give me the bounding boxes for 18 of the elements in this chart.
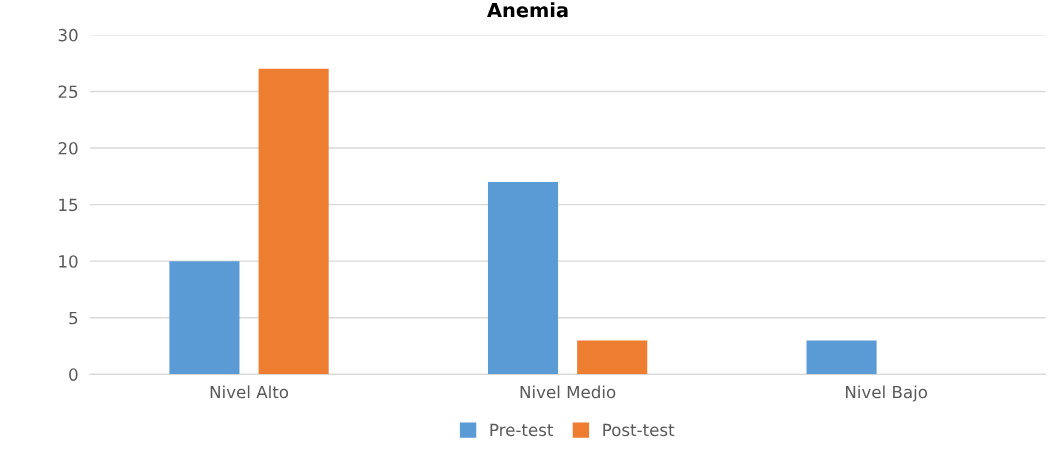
bar [258, 68, 329, 375]
y-tick-label: 30 [58, 28, 78, 42]
bar [169, 261, 240, 375]
y-tick-label: 0 [69, 368, 78, 381]
bar [806, 340, 877, 375]
y-tick-label: 10 [59, 255, 78, 268]
x-tick-label: Nivel Alto [210, 385, 289, 399]
x-tick-label: Nivel Medio [520, 385, 616, 399]
chart-title: Anemia [487, 2, 568, 18]
x-tick-label: Nivel Bajo [845, 385, 928, 402]
legend-label: Post-test [603, 423, 675, 437]
y-tick-label: 5 [69, 311, 78, 325]
y-tick-label: 20 [58, 141, 78, 155]
bar [577, 340, 648, 375]
y-tick-label: 15 [59, 198, 78, 212]
legend-label: Pre-test [490, 423, 554, 437]
y-tick-label: 25 [58, 85, 78, 99]
bar [487, 181, 559, 375]
